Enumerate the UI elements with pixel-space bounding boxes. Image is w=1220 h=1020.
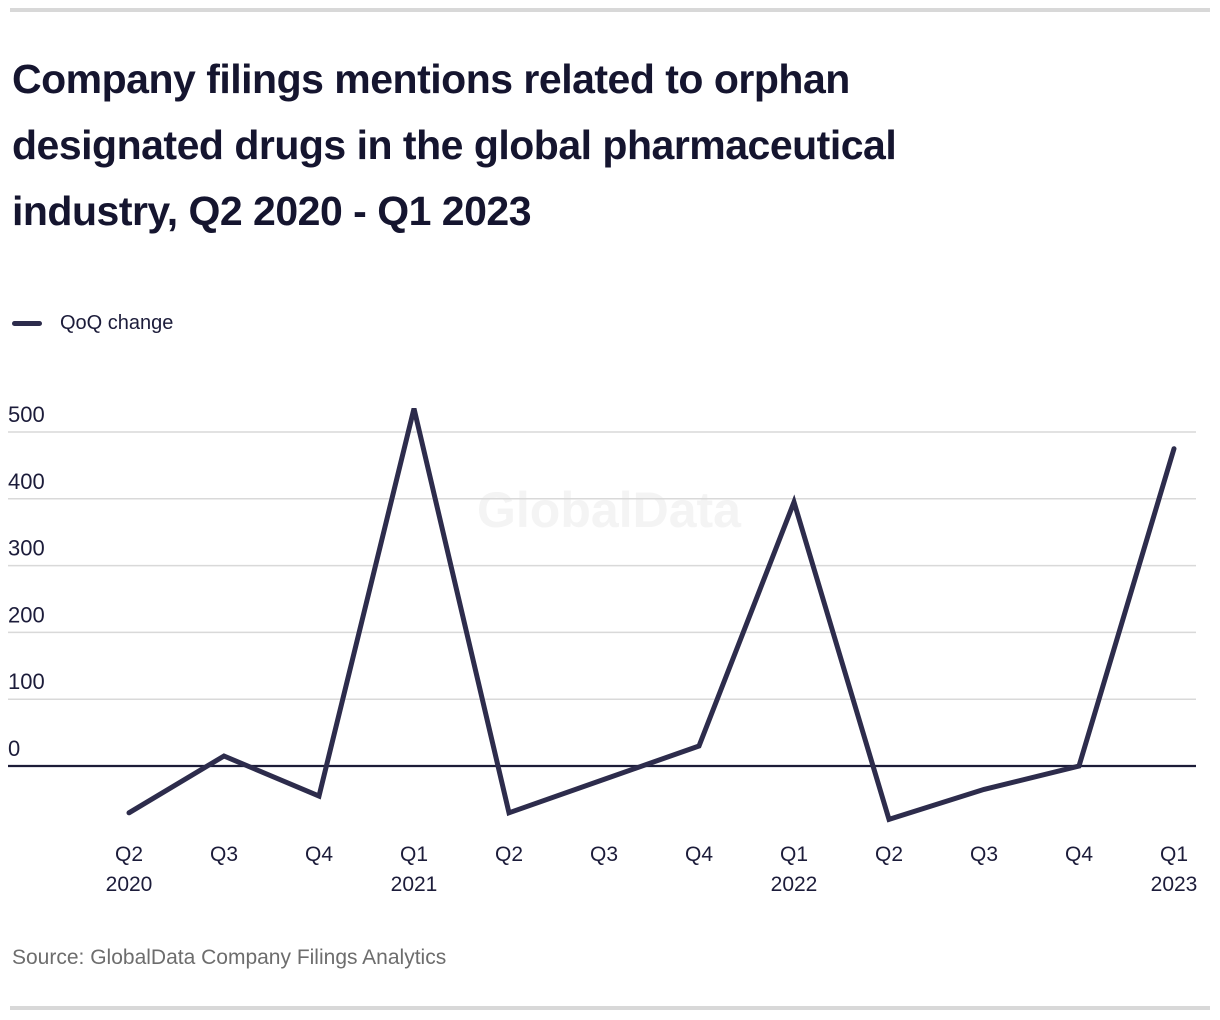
x-tick-label: Q3 — [970, 843, 998, 866]
x-year-label: 2020 — [106, 873, 153, 896]
x-tick-label: Q3 — [590, 843, 618, 866]
y-tick-label: 0 — [8, 736, 20, 761]
x-tick-label: Q2 — [495, 843, 523, 866]
y-tick-label: 300 — [8, 536, 45, 561]
x-year-label: 2023 — [1151, 873, 1198, 896]
x-tick-label: Q4 — [305, 843, 333, 866]
x-tick-label: Q2 — [115, 843, 143, 866]
series-line-qoq-change — [126, 408, 1177, 823]
watermark-text: GlobalData — [477, 482, 742, 538]
y-tick-label: 500 — [8, 402, 45, 427]
source-text: Source: GlobalData Company Filings Analy… — [12, 946, 447, 969]
chart-title: Company filings mentions related to orph… — [12, 46, 897, 244]
legend-label: QoQ change — [60, 312, 174, 334]
x-tick-label: Q1 — [780, 843, 808, 866]
x-tick-label: Q4 — [685, 843, 713, 866]
y-tick-label: 200 — [8, 602, 45, 627]
legend-line-swatch — [12, 321, 42, 326]
y-tick-label: 400 — [8, 469, 45, 494]
x-tick-label: Q2 — [875, 843, 903, 866]
x-tick-label: Q1 — [1160, 843, 1188, 866]
legend: QoQ change — [12, 312, 173, 335]
x-year-label: 2021 — [391, 873, 438, 896]
line-chart: GlobalData 0 100 200 300 400 500 Q2 2020 Q3 Q4 Q1 20… — [8, 402, 1198, 896]
x-tick-label: Q1 — [400, 843, 428, 866]
top-rule — [10, 8, 1210, 12]
chart-title-line-2: designated drugs in the global pharmaceu… — [12, 122, 897, 168]
x-tick-label: Q3 — [210, 843, 238, 866]
x-tick-label: Q4 — [1065, 843, 1093, 866]
x-year-label: 2022 — [771, 873, 818, 896]
chart-title-line-1: Company filings mentions related to orph… — [12, 56, 850, 102]
bottom-rule — [10, 1006, 1210, 1010]
y-tick-label: 100 — [8, 669, 45, 694]
chart-title-line-3: industry, Q2 2020 - Q1 2023 — [12, 188, 532, 234]
